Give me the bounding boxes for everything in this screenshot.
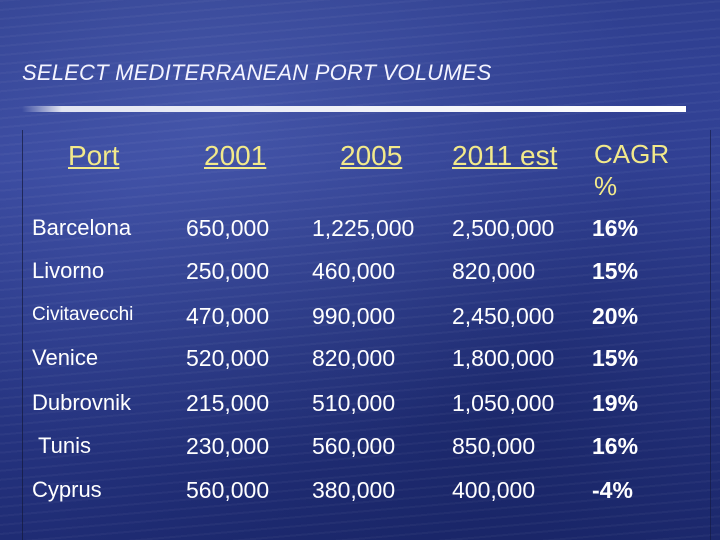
- table-row-0-2001: 650,000: [186, 215, 270, 241]
- table-right-border: [710, 130, 711, 540]
- table-row-5-2001: 230,000: [186, 433, 270, 459]
- table-row-2-port: Civitavecchi: [32, 304, 134, 325]
- title-underline: [22, 106, 686, 112]
- table-row-4-port: Dubrovnik: [32, 390, 132, 415]
- table-row-2-2001: 470,000: [186, 303, 270, 329]
- table-row-1-2011: 820,000: [452, 258, 536, 284]
- table-row-1-port: Livorno: [32, 258, 105, 283]
- table-row-2-2005: 990,000: [312, 303, 396, 329]
- table-row-3-2005: 820,000: [312, 345, 396, 371]
- table-row-5-2005: 560,000: [312, 433, 396, 459]
- table-row-6-cagr: -4%: [592, 477, 633, 503]
- table-row-6-port: Cyprus: [32, 477, 102, 502]
- table-row-3-2001: 520,000: [186, 345, 270, 371]
- table-row-6-2011: 400,000: [452, 477, 536, 503]
- table-frame: [22, 130, 713, 540]
- table-row-2-cagr: 20%: [592, 303, 639, 329]
- table-row-4-2001: 215,000: [186, 390, 270, 416]
- table-row-0-2005: 1,225,000: [312, 215, 415, 241]
- table-row-3-2011: 1,800,000: [452, 345, 555, 371]
- table-row-1-2005: 460,000: [312, 258, 396, 284]
- table-row-4-2005: 510,000: [312, 390, 396, 416]
- table-row-0-port: Barcelona: [32, 215, 132, 240]
- header-port: Port: [68, 140, 120, 171]
- table-row-4-cagr: 19%: [592, 390, 639, 416]
- table-row-0-cagr: 16%: [592, 215, 639, 241]
- table-row-6-2001: 560,000: [186, 477, 270, 503]
- table-row-1-2001: 250,000: [186, 258, 270, 284]
- slide-title: SELECT MEDITERRANEAN PORT VOLUMES: [22, 60, 492, 85]
- table-row-5-port: Tunis: [38, 433, 91, 458]
- table-row-4-2011: 1,050,000: [452, 390, 555, 416]
- table-row-1-cagr: 15%: [592, 258, 639, 284]
- table-row-6-2005: 380,000: [312, 477, 396, 503]
- header-2011-est: 2011 est: [452, 140, 558, 171]
- table-row-5-2011: 850,000: [452, 433, 536, 459]
- table-row-0-2011: 2,500,000: [452, 215, 555, 241]
- table-row-2-2011: 2,450,000: [452, 303, 555, 329]
- table-row-5-cagr: 16%: [592, 433, 639, 459]
- table-row-3-cagr: 15%: [592, 345, 639, 371]
- header-2001: 2001: [204, 140, 267, 171]
- header-cagr: CAGR %: [594, 139, 670, 201]
- header-2005: 2005: [340, 140, 403, 171]
- table-row-3-port: Venice: [32, 345, 99, 370]
